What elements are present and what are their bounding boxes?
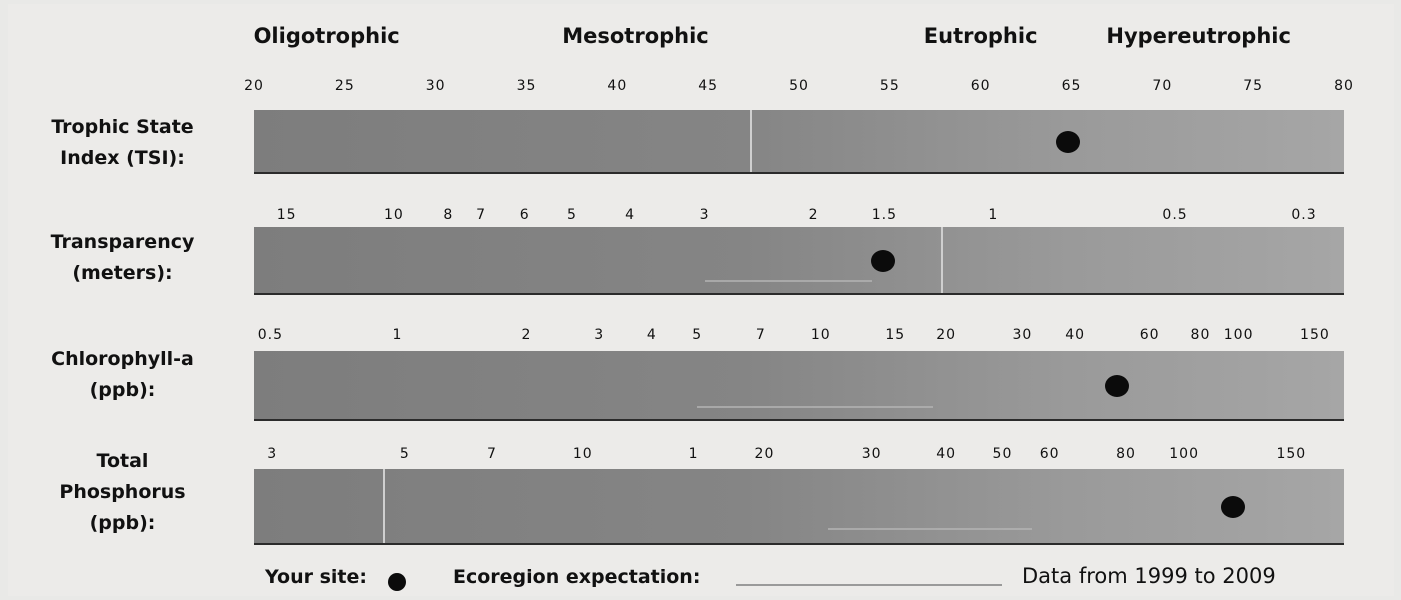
tick-label-tsi: 50 [789,78,809,94]
ecoregion-line-transparency [704,280,872,282]
legend-site-dot [388,573,406,591]
tick-label-phosphorus: 100 [1169,446,1199,462]
tick-label-chlorophyll: 40 [1065,327,1086,343]
ecoregion-line-chlorophyll [697,406,934,408]
bar-transparency [254,227,1344,295]
legend-site-label: Your site: [265,566,367,588]
tick-label-phosphorus: 7 [487,446,497,462]
tick-label-transparency: 4 [625,207,636,223]
tick-label-chlorophyll: 20 [936,327,957,343]
tick-label-transparency: 10 [383,207,404,223]
row-label-line: Phosphorus [59,481,186,503]
tick-label-transparency: 7 [476,207,487,223]
tick-label-transparency: 1.5 [871,207,898,223]
row-label-line: (ppb): [89,512,156,534]
tick-label-tsi: 45 [698,78,719,94]
tick-label-tsi: 60 [970,78,991,94]
tick-label-tsi: 35 [516,78,537,94]
tick-label-chlorophyll: 0.5 [257,327,283,343]
tick-label-tsi: 40 [607,78,628,94]
tick-label-phosphorus: 3 [267,446,278,462]
tick-label-phosphorus: 50 [992,446,1013,462]
row-label-line: Chlorophyll-a [51,348,194,370]
tick-label-chlorophyll: 5 [692,327,703,343]
tick-label-tsi: 55 [879,78,900,94]
tick-label-chlorophyll: 150 [1300,327,1330,343]
tick-label-tsi: 80 [1334,78,1354,94]
row-label-line: (meters): [72,262,173,284]
bar-chlorophyll [254,351,1344,421]
tick-label-tsi: 65 [1061,78,1082,94]
row-label-line: Index (TSI): [60,147,185,169]
bar-divider-transparency [940,227,943,293]
tick-label-tsi: 20 [244,78,264,94]
tick-label-tsi: 25 [334,78,355,94]
row-label-line: Transparency [50,231,195,253]
bar-divider-tsi [749,110,752,172]
tick-label-transparency: 0.3 [1291,207,1317,223]
tick-label-transparency: 0.5 [1162,207,1188,223]
tick-label-phosphorus: 150 [1276,446,1307,462]
tick-label-phosphorus: 10 [572,446,593,462]
tick-label-phosphorus: 60 [1039,446,1060,462]
tick-label-phosphorus: 5 [399,446,410,462]
tick-label-transparency: 2 [808,207,819,223]
tick-label-phosphorus: 40 [936,446,957,462]
tick-label-chlorophyll: 100 [1223,327,1254,343]
tick-label-transparency: 6 [519,207,530,223]
tick-label-transparency: 3 [699,207,710,223]
row-label-line: Total [96,450,149,472]
site-dot-phosphorus [1221,496,1246,518]
legend-ecoregion-line [736,584,1002,586]
tick-label-phosphorus: 20 [754,446,775,462]
tick-label-transparency: 5 [566,207,577,223]
site-dot-transparency [870,250,895,272]
tick-label-transparency: 8 [443,207,454,223]
tick-label-chlorophyll: 4 [646,327,657,343]
legend-date-note: Data from 1999 to 2009 [1022,564,1276,588]
bar-phosphorus [254,469,1344,545]
row-label-phosphorus: Total Phosphorus (ppb): [30,446,215,539]
bar-divider-phosphorus [382,469,385,543]
tick-label-chlorophyll: 2 [521,327,532,343]
legend-ecoregion-label: Ecoregion expectation: [453,566,701,588]
tick-label-chlorophyll: 60 [1139,327,1160,343]
tick-label-tsi: 75 [1243,78,1264,94]
tick-label-chlorophyll: 1 [392,327,403,343]
row-label-chlorophyll: Chlorophyll-a (ppb): [30,344,215,406]
row-label-transparency: Transparency (meters): [30,227,215,289]
tick-label-chlorophyll: 10 [810,327,831,343]
tick-label-transparency: 15 [276,207,297,223]
tick-label-chlorophyll: 3 [594,327,605,343]
site-dot-tsi [1055,131,1080,153]
tick-label-chlorophyll: 7 [755,327,766,343]
category-label-eutrophic: Eutrophic [923,24,1038,48]
tick-label-phosphorus: 30 [861,446,882,462]
category-label-hypereutrophic: Hypereutrophic [1106,24,1291,48]
site-dot-chlorophyll [1104,375,1129,397]
tick-label-phosphorus: 80 [1116,446,1136,462]
tick-label-phosphorus: 1 [688,446,699,462]
tick-label-chlorophyll: 15 [885,327,906,343]
category-label-oligotrophic: Oligotrophic [253,24,400,48]
category-label-mesotrophic: Mesotrophic [562,24,709,48]
tick-label-tsi: 70 [1152,78,1173,94]
tick-label-chlorophyll: 30 [1012,327,1033,343]
tick-label-transparency: 1 [988,207,999,223]
tick-label-tsi: 30 [425,78,446,94]
tick-label-chlorophyll: 80 [1190,327,1211,343]
row-label-line: Trophic State [51,116,194,138]
row-label-line: (ppb): [89,379,156,401]
bar-tsi [254,110,1344,174]
row-label-tsi: Trophic State Index (TSI): [30,112,215,174]
ecoregion-line-phosphorus [828,528,1032,530]
